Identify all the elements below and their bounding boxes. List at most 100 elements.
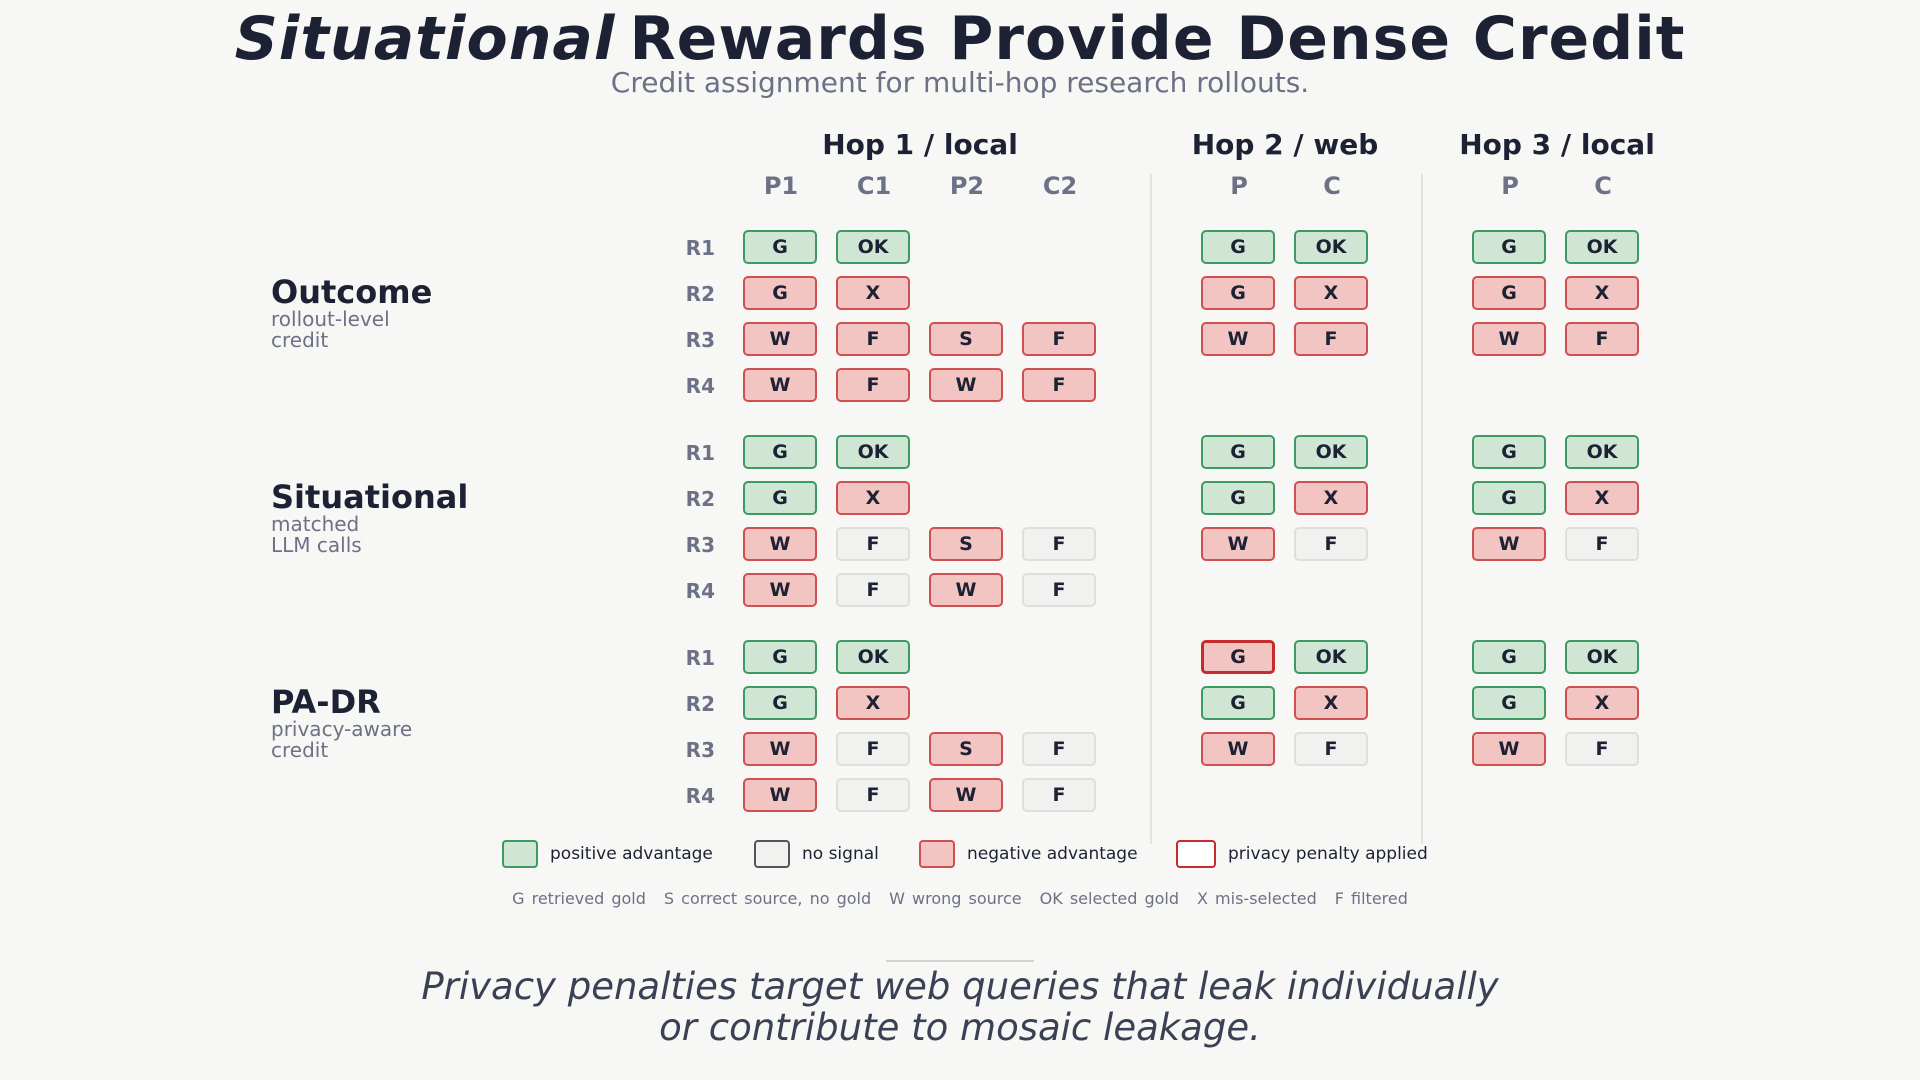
cell-none: F <box>1022 778 1096 812</box>
cell-neg: S <box>929 322 1003 356</box>
cell-pos: G <box>1472 230 1546 264</box>
legend-label: no signal <box>802 844 879 864</box>
cell-neg: X <box>1565 276 1639 310</box>
legend-swatch <box>754 840 790 868</box>
cell-pos: G <box>1472 481 1546 515</box>
cell-neg: X <box>1294 276 1368 310</box>
cell-pos: G <box>1201 435 1275 469</box>
cell-none: F <box>836 778 910 812</box>
cell-pos: G <box>743 640 817 674</box>
cell-neg: W <box>743 368 817 402</box>
abbreviation-item: OK selected gold <box>1039 889 1179 908</box>
column-header: C <box>1323 172 1341 200</box>
title-rest: Rewards Provide Dense Credit <box>629 4 1686 74</box>
cell-neg: G <box>743 276 817 310</box>
column-header: P <box>1501 172 1519 200</box>
row-label: R2 <box>685 487 715 511</box>
cell-pos: OK <box>836 435 910 469</box>
cell-pos: G <box>1201 230 1275 264</box>
cell-pos: G <box>1472 686 1546 720</box>
section-subtitle: matched LLM calls <box>271 514 362 556</box>
footer-divider <box>886 960 1034 962</box>
cell-pos: OK <box>1565 640 1639 674</box>
cell-none: F <box>1022 527 1096 561</box>
row-label: R1 <box>685 441 715 465</box>
legend-swatch <box>919 840 955 868</box>
page-title: Situational Rewards Provide Dense Credit <box>0 4 1920 74</box>
cell-neg: X <box>1294 481 1368 515</box>
cell-none: F <box>836 527 910 561</box>
legend-label: positive advantage <box>550 844 713 864</box>
cell-neg: W <box>1472 732 1546 766</box>
column-header: C1 <box>856 172 892 200</box>
cell-pos: OK <box>836 230 910 264</box>
cell-neg: X <box>1565 481 1639 515</box>
section-title: PA-DR <box>271 683 381 721</box>
legend-swatch <box>1176 840 1216 868</box>
footer-line-2: or contribute to mosaic leakage. <box>659 1006 1261 1049</box>
legend-item: privacy penalty applied <box>1176 840 1428 868</box>
cell-pos: G <box>743 230 817 264</box>
cell-neg: W <box>743 778 817 812</box>
legend-label: privacy penalty applied <box>1228 844 1428 864</box>
cell-neg: W <box>743 527 817 561</box>
cell-neg: W <box>1201 527 1275 561</box>
section-subtitle-line: privacy-aware <box>271 717 413 741</box>
legend: positive advantage no signal negative adva… <box>0 840 1920 874</box>
section-subtitle: rollout-level credit <box>271 309 390 351</box>
cell-none: F <box>1565 732 1639 766</box>
cell-none: F <box>1022 732 1096 766</box>
hop-title: Hop 2 / web <box>1191 128 1379 161</box>
hop-separator <box>1421 174 1423 844</box>
section-subtitle-line: credit <box>271 738 329 762</box>
row-label: R4 <box>685 579 715 603</box>
row-label: R4 <box>685 374 715 398</box>
cell-none: F <box>836 573 910 607</box>
cell-neg: X <box>836 276 910 310</box>
row-label: R2 <box>685 282 715 306</box>
row-label: R3 <box>685 328 715 352</box>
cell-neg: W <box>743 573 817 607</box>
cell-neg: X <box>836 481 910 515</box>
row-label: R1 <box>685 236 715 260</box>
cell-pos: OK <box>836 640 910 674</box>
hop-title: Hop 3 / local <box>1459 128 1655 161</box>
section-title: Situational <box>271 478 469 516</box>
cell-pos: G <box>1472 640 1546 674</box>
footer-line-1: Privacy penalties target web queries tha… <box>421 965 1499 1008</box>
cell-pos: G <box>743 686 817 720</box>
cell-neg: G <box>1201 276 1275 310</box>
legend-item: negative advantage <box>919 840 1138 868</box>
section-subtitle-line: LLM calls <box>271 533 362 557</box>
abbreviation-item: F filtered <box>1334 889 1408 908</box>
cell-priv: G <box>1201 640 1275 674</box>
cell-neg: F <box>836 368 910 402</box>
cell-none: F <box>1294 527 1368 561</box>
cell-pos: G <box>1201 481 1275 515</box>
legend-label: negative advantage <box>967 844 1138 864</box>
row-label: R3 <box>685 738 715 762</box>
cell-neg: W <box>1201 732 1275 766</box>
abbreviation-item: G retrieved gold <box>512 889 646 908</box>
cell-none: F <box>1294 732 1368 766</box>
section-title: Outcome <box>271 273 433 311</box>
cell-neg: F <box>1022 368 1096 402</box>
column-header: C <box>1594 172 1612 200</box>
row-label: R2 <box>685 692 715 716</box>
legend-item: no signal <box>754 840 879 868</box>
cell-neg: W <box>1201 322 1275 356</box>
cell-pos: G <box>1472 435 1546 469</box>
cell-neg: G <box>1472 276 1546 310</box>
row-label: R1 <box>685 646 715 670</box>
cell-none: F <box>836 732 910 766</box>
cell-neg: X <box>1565 686 1639 720</box>
cell-neg: W <box>1472 322 1546 356</box>
abbreviation-item: X mis-selected <box>1197 889 1317 908</box>
row-label: R4 <box>685 784 715 808</box>
cell-neg: W <box>743 732 817 766</box>
abbreviation-item: W wrong source <box>889 889 1022 908</box>
cell-neg: F <box>1294 322 1368 356</box>
cell-neg: W <box>1472 527 1546 561</box>
column-header: P1 <box>763 172 799 200</box>
cell-neg: X <box>1294 686 1368 720</box>
